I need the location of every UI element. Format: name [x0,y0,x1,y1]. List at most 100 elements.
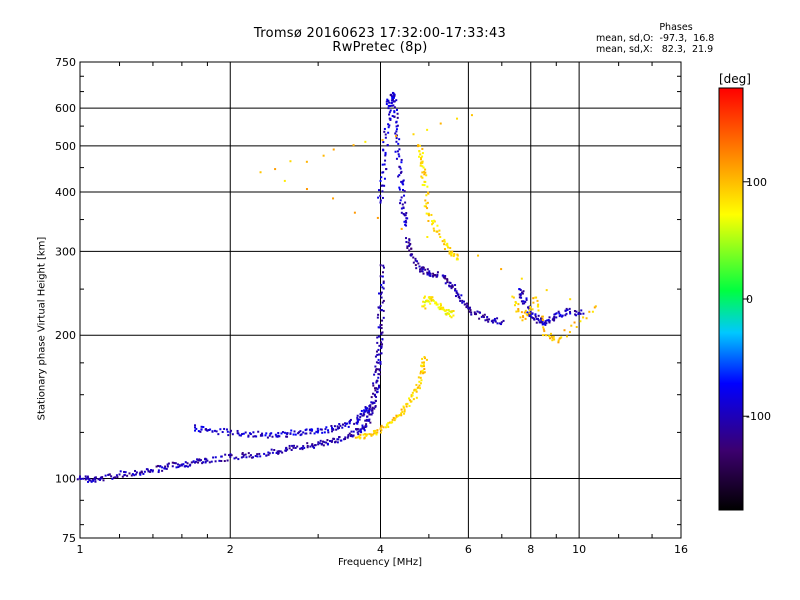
data-point-fill [435,303,438,306]
data-point-fill [341,426,344,429]
data-point-fill [419,382,422,385]
data-point-fill [541,323,544,326]
data-point-fill [325,441,328,444]
data-point-fill [348,420,351,423]
data-point-fill [582,316,585,319]
data-point-fill [361,426,364,429]
data-point-fill [365,425,368,428]
data-point-fill [337,438,340,441]
data-point-fill [164,467,167,470]
data-point [118,473,121,476]
data-point-fill [348,432,351,435]
data-point-fill [421,176,424,179]
data-point-fill [380,324,383,327]
data-point [387,107,390,110]
data-point [356,436,359,439]
data-point [384,136,387,139]
data-point-fill [356,422,359,425]
data-point-fill [123,470,126,473]
data-point-fill [174,462,177,465]
data-point-fill [338,436,341,439]
data-point-fill [382,280,385,283]
data-point-fill [423,371,426,374]
data-point [448,250,451,253]
data-point-fill [426,128,429,131]
data-point-fill [150,469,153,472]
data-point-fill [414,257,417,260]
data-point-fill [427,214,430,217]
data-point-fill [320,428,323,431]
data-point-fill [146,468,149,471]
data-point-fill [433,274,436,277]
x-tick-label: 10 [572,543,586,556]
data-point-fill [361,424,364,427]
data-point-fill [520,300,523,303]
colorbar-tick-label: 0 [746,293,753,306]
data-point-fill [220,459,223,462]
data-point-fill [399,199,402,202]
data-point [402,207,405,210]
data-point-fill [520,296,523,299]
data-point-fill [371,433,374,436]
data-point-fill [544,334,547,337]
data-point-fill [349,418,352,421]
data-point-fill [329,440,332,443]
colorbar-title: [deg] [719,72,751,86]
data-point [259,171,262,174]
data-point [500,321,503,324]
data-point-fill [264,434,267,437]
data-point-fill [297,432,300,435]
data-point-fill [220,455,223,458]
data-point-fill [283,431,286,434]
data-point-fill [362,433,365,436]
data-point [488,318,491,321]
data-point-fill [379,309,382,312]
data-point-fill [384,151,387,154]
data-point-fill [87,476,90,479]
data-point-fill [368,407,371,410]
data-point-fill [425,212,428,215]
data-point-fill [204,428,207,431]
data-point-fill [402,179,405,182]
data-point-fill [531,308,534,311]
data-point-fill [430,297,433,300]
data-point-fill [374,429,377,432]
data-point-fill [575,314,578,317]
data-point-fill [542,326,545,329]
data-point-fill [400,211,403,214]
data-point-fill [326,442,329,445]
data-point [317,443,320,446]
data-point-fill [443,276,446,279]
data-point-fill [325,426,328,429]
data-point-fill [531,312,534,315]
data-point-fill [421,160,424,163]
data-point-fill [395,415,398,418]
data-point-fill [278,435,281,438]
data-point-fill [289,432,292,435]
data-point-fill [543,322,546,325]
data-point-fill [385,423,388,426]
data-point-fill [436,230,439,233]
data-point-fill [395,99,398,102]
data-point-fill [398,186,401,189]
data-point [470,114,473,117]
data-point [268,452,271,455]
data-point-fill [161,469,164,472]
data-point-fill [450,316,453,319]
x-tick-label: 6 [465,543,472,556]
data-point-fill [130,474,133,477]
data-point-fill [134,473,137,476]
data-point-fill [371,406,374,409]
data-point-fill [192,460,195,463]
data-point-fill [230,454,233,457]
data-point-fill [573,321,576,324]
data-point-fill [377,384,380,387]
trace-f-region-cusp [377,91,409,227]
data-point-fill [304,429,307,432]
data-point-fill [564,314,567,317]
data-point-fill [426,273,429,276]
data-point-fill [450,287,453,290]
data-point-fill [363,409,366,412]
data-point-fill [468,310,471,313]
data-point-fill [540,319,543,322]
